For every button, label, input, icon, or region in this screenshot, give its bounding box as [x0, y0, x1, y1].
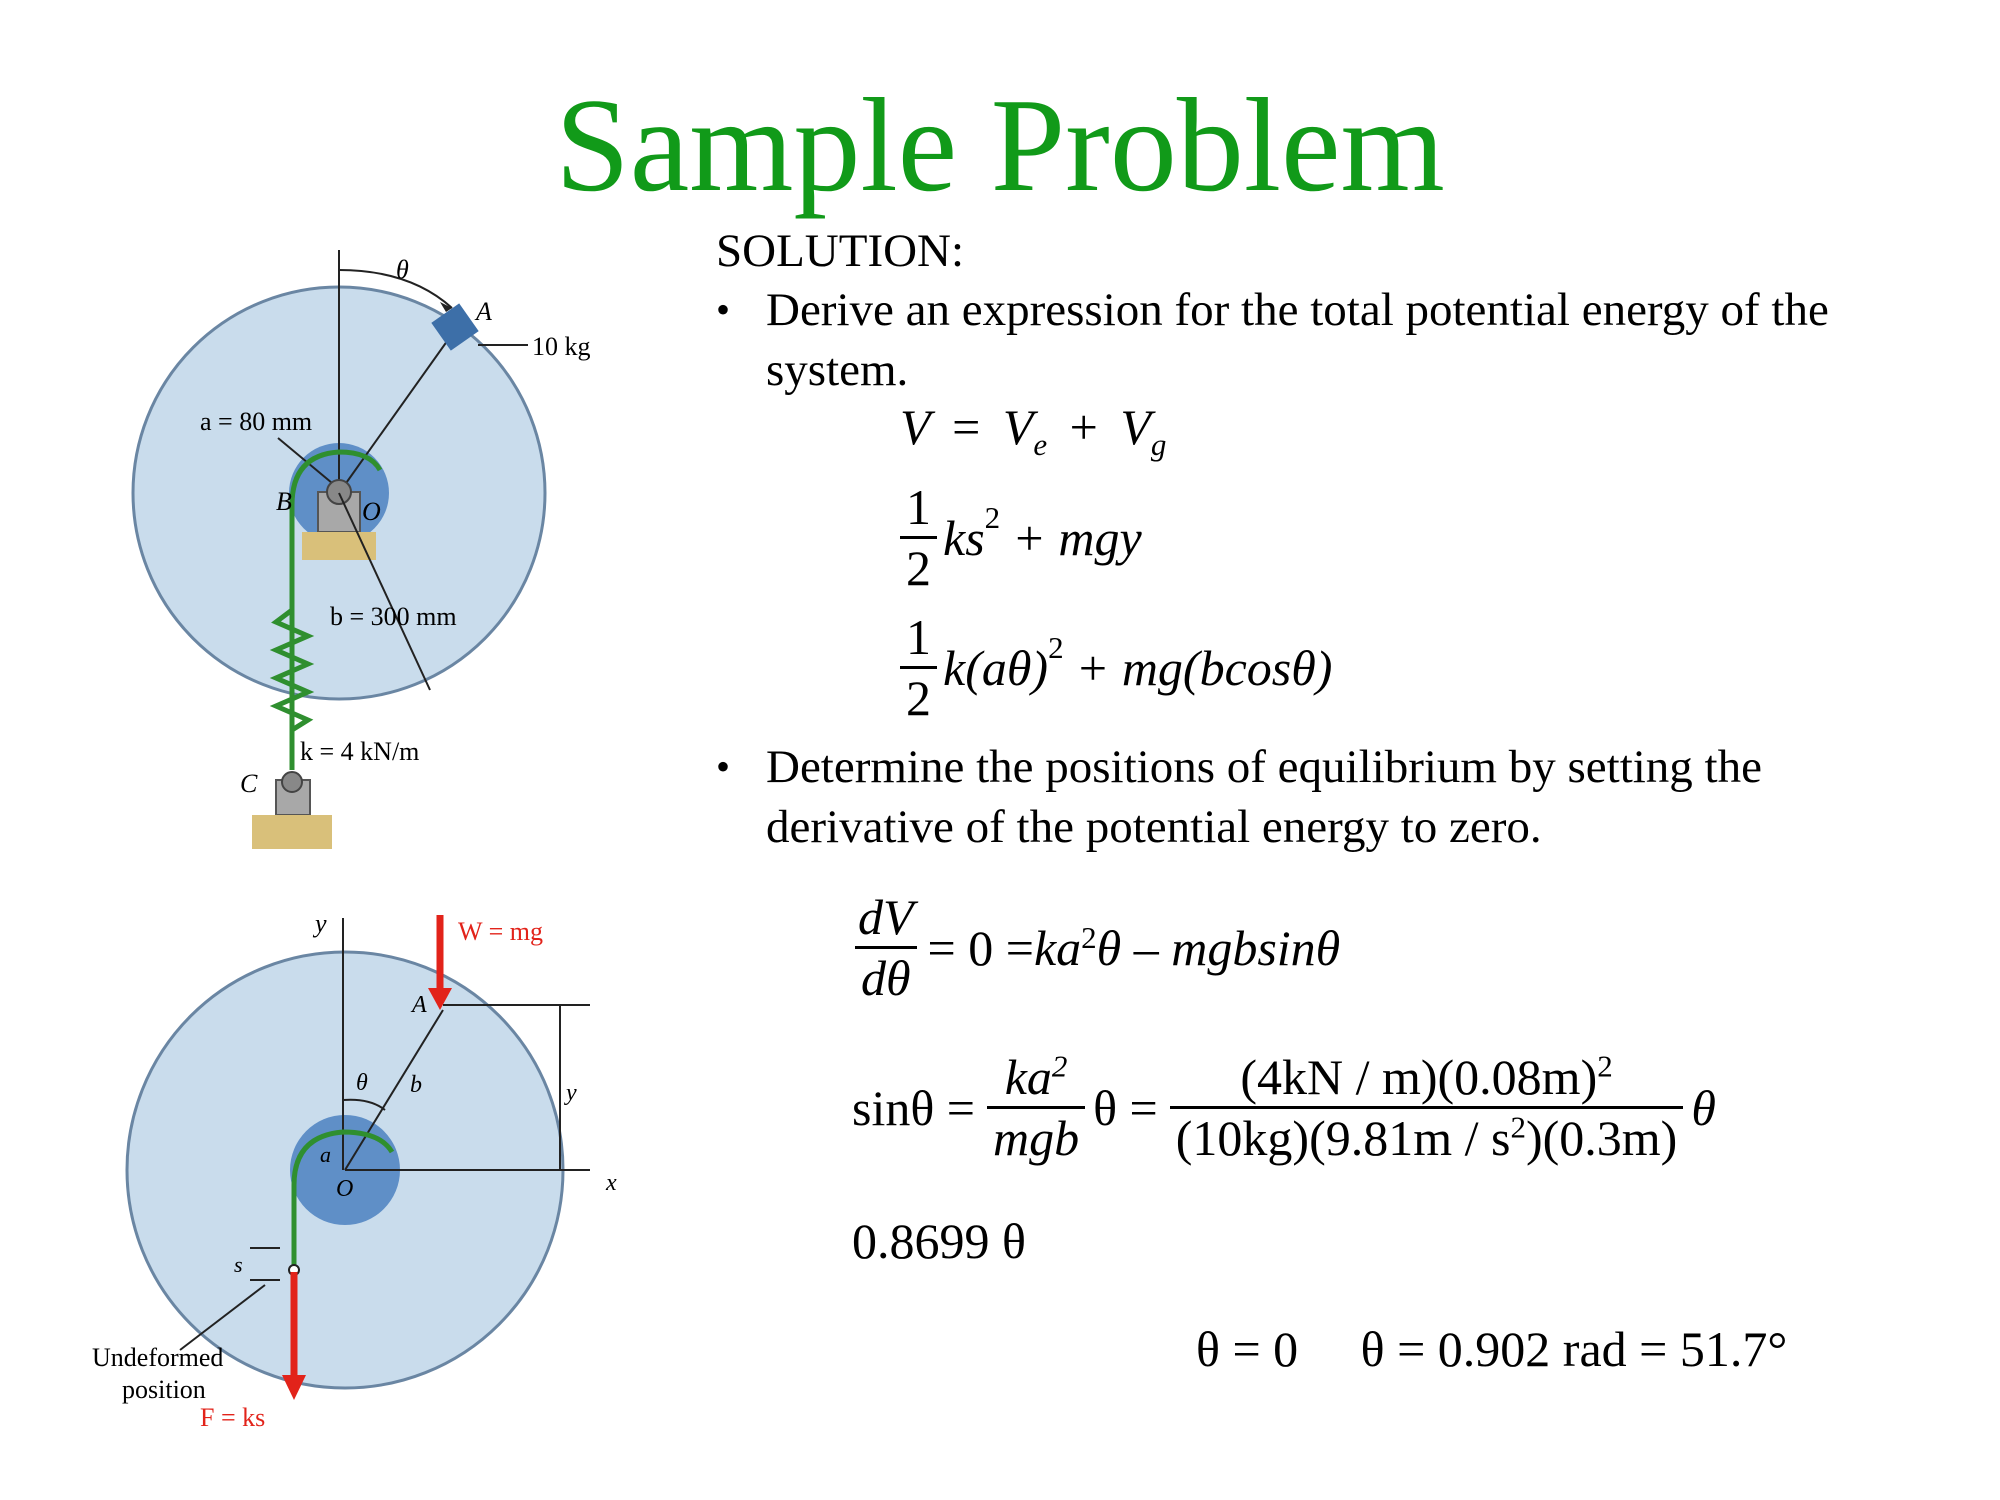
theta-arc [338, 269, 453, 309]
dv-dtheta-fraction: dV dθ [852, 888, 920, 1007]
eq-sin-lhs: sinθ = [852, 1079, 975, 1136]
eq-theta-equals: θ = [1093, 1079, 1158, 1136]
half-fraction: 1 2 [900, 478, 937, 597]
eq-k: k [943, 639, 966, 696]
eq-vg: V [1120, 399, 1151, 455]
eq-a-theta-sup: 2 [1048, 630, 1064, 665]
pin [326, 479, 352, 505]
pin-C [281, 771, 303, 793]
ka-mgb-fraction: ka2 mgb [987, 1048, 1086, 1167]
bullet-1-marker: • [716, 287, 731, 332]
eq-ka: ka [1033, 919, 1082, 976]
eq-theta-tail: θ [1691, 1079, 1716, 1136]
point-O-label: O [336, 1176, 353, 1202]
eq-mg-bcos: + mg(bcosθ) [1075, 639, 1333, 696]
eq-ve: V [1002, 399, 1034, 455]
eq-mgy: + mgy [1012, 509, 1142, 566]
free-body-figure: y x A b θ W = mg y a O F = ks s Undeform… [92, 909, 617, 1432]
eq-ka-sup: 2 [1081, 920, 1097, 955]
bullet-1-line-2: system. [766, 344, 909, 396]
spring [269, 608, 315, 733]
point-A-label: A [410, 992, 427, 1018]
theta-label: θ [356, 1070, 368, 1096]
bullet-2-line-2: derivative of the potential energy to ze… [766, 801, 1542, 853]
spring-force-label: F = ks [200, 1403, 265, 1432]
rope [291, 1129, 395, 1270]
theta-arc-arrow [440, 302, 452, 312]
half-fraction-2: 1 2 [900, 608, 937, 727]
point-C-label: C [240, 769, 258, 798]
b-radius-line [344, 1009, 444, 1171]
eq-ks-sup: 2 [984, 500, 1001, 535]
rod-to-A [338, 329, 456, 494]
b-dimension-label: b = 300 mm [330, 602, 457, 631]
undeformed-leader [179, 1284, 266, 1351]
bullet-2-line-1: Determine the positions of equilibrium b… [766, 741, 1762, 793]
bullet-2-marker: • [716, 744, 731, 789]
spring-force-arrowhead [282, 1375, 306, 1400]
eq-zero: = 0 = [927, 919, 1034, 976]
a-leader [277, 437, 333, 484]
b-label: b [410, 1072, 422, 1098]
eq-plus: + [1069, 399, 1098, 455]
final-answer: θ = 0 θ = 0.902 rad = 51.7° [1196, 1321, 1788, 1377]
mass-block [431, 303, 479, 351]
bullet-1-line-1: Derive an expression for the total poten… [766, 284, 1829, 336]
rope [289, 449, 383, 730]
undeformed-label-2: position [122, 1375, 206, 1404]
theta-arc [342, 1098, 386, 1111]
solution-label: SOLUTION: [716, 225, 965, 277]
eq-mgbsin: θ – mgbsinθ [1096, 919, 1341, 976]
y-dimension-label: y [564, 1080, 577, 1106]
energy-line-2: 1 2 ks 2 + mgy [900, 478, 1142, 597]
ground-top [302, 532, 376, 560]
potential-energy-equation: V = Ve + Vg [900, 398, 1166, 463]
pulley-spring-figure: θ A 10 kg a = 80 mm B O b = 300 mm k = 4… [131, 250, 591, 849]
undeformed-label-1: Undeformed [92, 1343, 223, 1372]
x-axis-label: x [605, 1170, 617, 1196]
eq-ve-sub: e [1033, 427, 1048, 462]
weight-label: W = mg [458, 917, 543, 946]
point-O-label: O [362, 497, 381, 526]
eq-a-theta: (aθ) [965, 639, 1049, 696]
a-dimension-label: a = 80 mm [200, 407, 312, 436]
eq-v: V [900, 399, 930, 455]
y-axis-label: y [312, 909, 327, 938]
ground-bottom [252, 815, 332, 849]
slide-title: Sample Problem [555, 71, 1445, 219]
eq-vg-sub: g [1150, 427, 1167, 462]
point-A-label: A [474, 297, 492, 326]
energy-line-3: 1 2 k (aθ) 2 + mg(bcosθ) [900, 608, 1332, 727]
s-label: s [234, 1252, 243, 1277]
eq-ks: ks [943, 509, 985, 566]
derivative-equation: dV dθ = 0 = ka 2 θ – mgbsinθ [852, 888, 1340, 1007]
b-radius-line [338, 492, 431, 691]
eq-equals: = [952, 399, 981, 455]
result-factor: 0.8699 θ [852, 1213, 1026, 1269]
numeric-fraction: (4kN / m)(0.08m)2 (10kg)(9.81m / s2)(0.3… [1169, 1048, 1684, 1167]
sin-equation: sinθ = ka2 mgb θ = (4kN / m)(0.08m)2 (10… [852, 1048, 1716, 1167]
k-label: k = 4 kN/m [300, 737, 419, 766]
point-B-label: B [276, 487, 292, 516]
a-label: a [320, 1142, 331, 1167]
theta-label: θ [396, 255, 409, 284]
weight-arrowhead [428, 988, 452, 1010]
mass-label: 10 kg [532, 332, 591, 361]
